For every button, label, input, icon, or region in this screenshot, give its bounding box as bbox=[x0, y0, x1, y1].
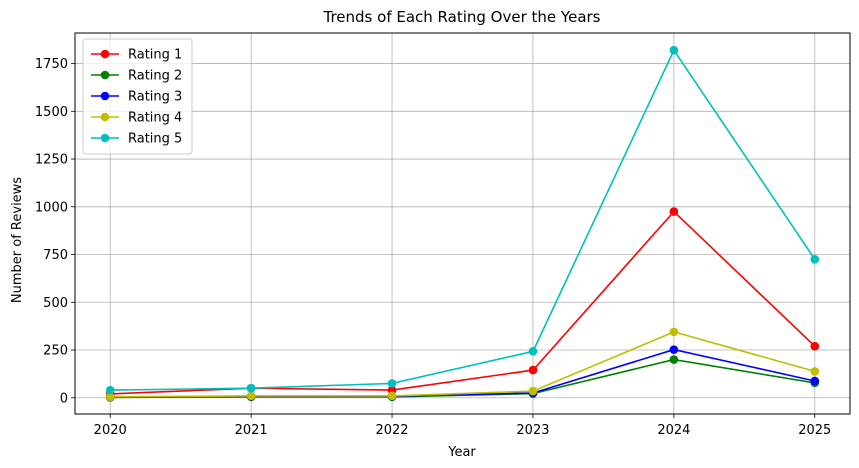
y-axis-ticks: 0 250 500 750 1000 1250 1500 1750 bbox=[35, 57, 75, 406]
legend-box bbox=[82, 38, 193, 155]
chart-title: Trends of Each Rating Over the Years bbox=[323, 8, 601, 26]
data-point bbox=[810, 341, 820, 351]
legend-swatch-marker bbox=[100, 91, 110, 101]
legend-label: Rating 4 bbox=[128, 111, 182, 126]
series-line-rating-2 bbox=[110, 358, 815, 399]
legend-label: Rating 2 bbox=[128, 69, 182, 84]
plot-frame bbox=[74, 32, 851, 415]
x-axis-ticks: 2020 2021 2022 2023 2024 2025 bbox=[94, 414, 831, 438]
series-line-rating-5 bbox=[110, 48, 816, 391]
data-point bbox=[669, 355, 679, 364]
data-point bbox=[669, 207, 679, 216]
legend-swatch-marker bbox=[100, 133, 110, 143]
data-point bbox=[387, 379, 397, 388]
legend-swatch-marker bbox=[100, 70, 110, 80]
series-line-rating-4 bbox=[110, 331, 816, 398]
x-tick-label: 2021 bbox=[235, 423, 268, 438]
data-point bbox=[810, 255, 820, 264]
data-point bbox=[528, 365, 538, 375]
data-point bbox=[810, 376, 820, 386]
legend-label: Rating 3 bbox=[128, 90, 182, 105]
x-tick-label: 2024 bbox=[657, 423, 690, 438]
y-tick-label: 500 bbox=[43, 296, 68, 311]
x-axis-title: Year bbox=[447, 445, 476, 460]
series-lines bbox=[105, 45, 820, 402]
data-point bbox=[387, 391, 397, 401]
data-point bbox=[528, 347, 538, 356]
data-point bbox=[528, 386, 538, 396]
series-line-rating-1 bbox=[110, 210, 816, 395]
y-tick-label: 1250 bbox=[35, 153, 68, 168]
data-point bbox=[669, 45, 679, 55]
y-tick-label: 0 bbox=[60, 391, 68, 406]
x-tick-label: 2023 bbox=[516, 423, 549, 438]
x-tick-label: 2022 bbox=[375, 423, 408, 438]
data-point bbox=[105, 392, 115, 402]
legend-label: Rating 1 bbox=[128, 48, 182, 63]
y-tick-label: 1000 bbox=[35, 200, 68, 215]
data-point bbox=[669, 345, 679, 354]
y-tick-label: 250 bbox=[43, 344, 68, 359]
y-axis-title: Number of Reviews bbox=[10, 177, 25, 303]
data-point bbox=[669, 327, 679, 337]
data-point bbox=[810, 367, 820, 376]
legend-label: Rating 5 bbox=[128, 132, 182, 147]
data-point bbox=[246, 383, 256, 393]
y-tick-label: 1500 bbox=[35, 105, 68, 120]
legend: Rating 1 Rating 2 Rating 3 Rating 4 Rating 5 bbox=[82, 38, 193, 155]
legend-swatch-marker bbox=[100, 49, 110, 59]
data-point bbox=[105, 385, 115, 395]
legend-swatch-marker bbox=[100, 112, 110, 122]
y-tick-label: 1750 bbox=[35, 57, 68, 72]
x-tick-label: 2020 bbox=[94, 423, 127, 438]
grid-lines bbox=[75, 33, 850, 414]
y-tick-label: 750 bbox=[43, 248, 68, 263]
x-tick-label: 2025 bbox=[798, 423, 831, 438]
data-point bbox=[246, 391, 256, 401]
